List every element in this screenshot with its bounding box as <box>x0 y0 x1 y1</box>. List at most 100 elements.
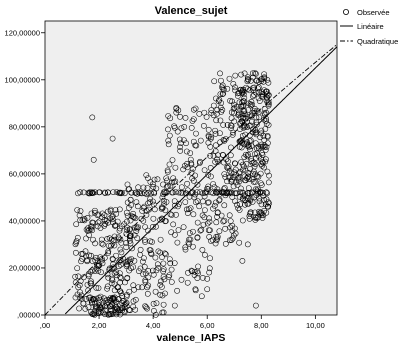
observed-point <box>202 207 208 213</box>
observed-point <box>186 241 192 247</box>
observed-point <box>245 173 251 180</box>
observed-point <box>93 254 99 261</box>
observed-point <box>135 189 142 196</box>
observed-point <box>202 189 208 196</box>
observed-point <box>202 252 208 258</box>
observed-point <box>162 207 169 214</box>
observed-point <box>98 240 105 247</box>
observed-point <box>158 205 165 212</box>
observed-point <box>76 282 83 289</box>
observed-point <box>192 287 199 294</box>
observed-point <box>199 190 206 197</box>
observed-point <box>150 300 157 307</box>
observed-point <box>128 202 134 208</box>
observed-point <box>217 70 223 77</box>
observed-point <box>255 214 261 220</box>
observed-point <box>236 99 243 106</box>
observed-point <box>187 156 194 163</box>
observed-point <box>162 251 169 258</box>
observed-point <box>221 171 228 177</box>
observed-point <box>194 234 201 241</box>
observed-point <box>127 233 134 240</box>
observed-point <box>259 93 266 100</box>
observed-point <box>221 202 228 209</box>
observed-point <box>265 92 272 98</box>
observed-point <box>101 212 108 219</box>
observed-point <box>229 132 236 138</box>
observed-point <box>241 141 248 148</box>
observed-point <box>233 190 240 197</box>
observed-point <box>178 125 185 132</box>
observed-point <box>99 214 106 221</box>
observed-point <box>157 282 164 288</box>
observed-point <box>216 189 222 196</box>
observed-point <box>241 95 248 101</box>
observed-point <box>196 203 203 210</box>
y-tick-label: 40,00000 <box>9 216 40 225</box>
observed-point <box>228 237 235 243</box>
observed-point <box>126 205 132 211</box>
observed-point <box>135 284 142 291</box>
observed-point <box>239 258 246 264</box>
observed-point <box>253 77 260 84</box>
observed-point <box>168 266 175 273</box>
observed-point <box>96 189 102 196</box>
observed-point <box>109 213 116 219</box>
observed-point <box>171 198 178 204</box>
observed-point <box>109 214 115 220</box>
observed-point <box>266 200 272 207</box>
observed-point <box>192 142 199 149</box>
observed-point <box>107 303 114 310</box>
observed-point <box>249 112 255 119</box>
observed-point <box>161 276 168 283</box>
observed-point <box>225 158 231 165</box>
observed-point <box>112 222 119 229</box>
observed-point <box>85 304 92 311</box>
observed-point <box>194 219 201 226</box>
observed-point <box>194 189 200 196</box>
x-tick-label: 10,00 <box>306 321 325 330</box>
observed-point <box>228 122 234 129</box>
observed-point <box>84 281 91 288</box>
observed-point <box>242 177 248 184</box>
observed-point <box>99 210 106 217</box>
observed-point <box>199 212 206 219</box>
observed-point <box>232 160 239 167</box>
observed-point <box>258 212 265 219</box>
observed-point <box>180 224 187 230</box>
observed-point <box>185 269 191 276</box>
observed-point <box>159 284 165 290</box>
observed-point <box>89 258 96 265</box>
observed-point <box>239 118 246 125</box>
observed-point <box>76 305 82 312</box>
y-tick-label: 100,00000 <box>5 75 40 84</box>
observed-point <box>226 168 233 174</box>
observed-point <box>206 269 213 276</box>
observed-point <box>228 189 234 195</box>
observed-point <box>160 268 167 275</box>
observed-point <box>119 304 126 311</box>
observed-point <box>265 99 272 106</box>
observed-point <box>201 123 207 129</box>
observed-point <box>135 224 141 231</box>
observed-point <box>244 124 251 130</box>
observed-point <box>191 272 198 278</box>
observed-point <box>145 189 152 196</box>
observed-point <box>188 267 195 274</box>
observed-point <box>123 300 130 306</box>
observed-point <box>222 241 229 247</box>
observed-point <box>188 125 195 131</box>
observed-point <box>143 212 150 218</box>
observed-point <box>72 273 79 280</box>
observed-point <box>255 109 262 116</box>
observed-point <box>224 178 230 185</box>
observed-point <box>228 125 234 131</box>
observed-point <box>179 190 186 196</box>
observed-point <box>210 112 217 119</box>
observed-point <box>85 287 91 294</box>
observed-point <box>112 307 118 313</box>
observed-point <box>146 247 153 253</box>
observed-point <box>263 97 270 104</box>
y-tick-label: 20,00000 <box>9 263 40 272</box>
observed-point <box>148 251 155 257</box>
